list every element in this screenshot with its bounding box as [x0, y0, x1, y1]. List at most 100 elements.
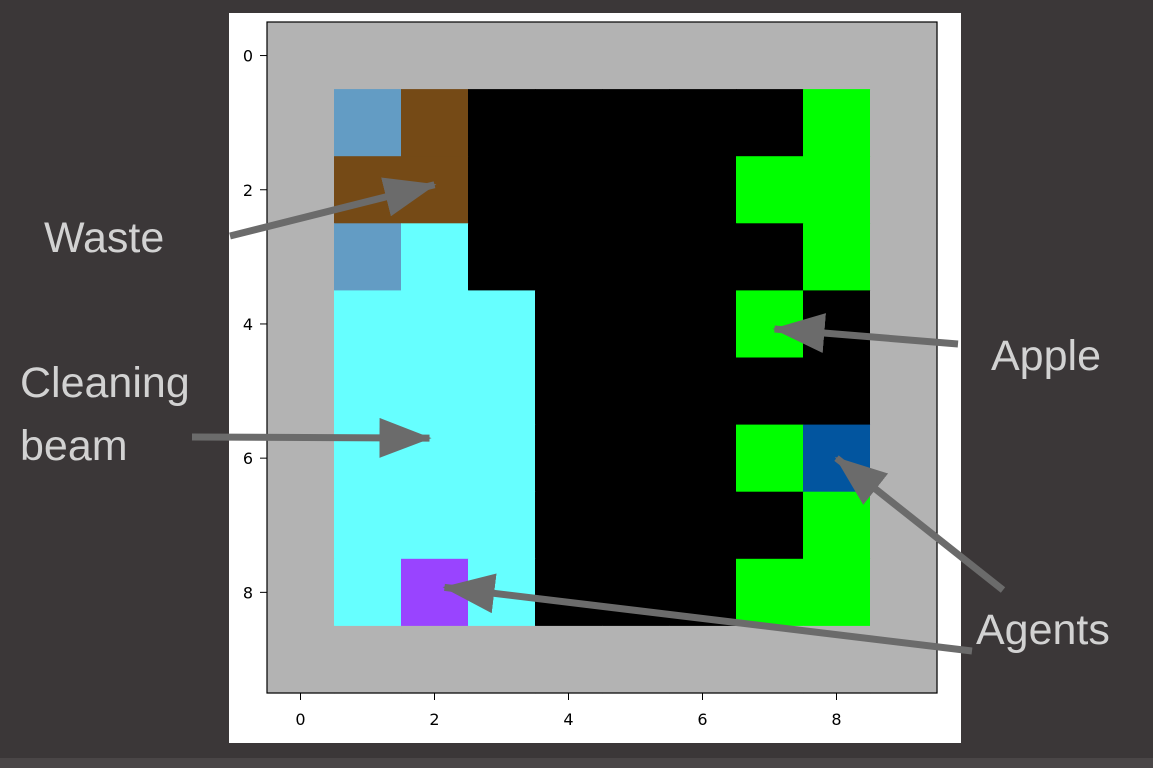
y-tick-label: 0 [243, 47, 253, 66]
cell-r2-c7 [736, 156, 804, 224]
cell-r2-c4 [535, 156, 603, 224]
cell-r2-c8 [803, 156, 871, 224]
cell-r6-c4 [535, 424, 603, 493]
y-tick-label: 8 [243, 583, 253, 602]
x-axis: 0 2 4 6 8 [295, 693, 842, 729]
cell-r7-c3 [468, 491, 536, 560]
cell-r5-c5 [602, 357, 670, 426]
cell-r5-c6 [669, 357, 737, 426]
cell-r8-c7 [736, 558, 804, 627]
cell-r9-c3 [468, 625, 536, 694]
cell-r1-c5 [602, 89, 670, 157]
cell-r9-c6 [669, 625, 737, 694]
x-tick-label: 6 [697, 710, 707, 729]
x-tick-label: 2 [429, 710, 439, 729]
x-tick-label: 4 [563, 710, 573, 729]
cell-r9-c9 [870, 625, 938, 694]
cleaning-beam-arrow [191, 417, 432, 458]
cell-r0-c3 [468, 22, 536, 90]
cell-r3-c2 [401, 223, 469, 291]
cell-r0-c0 [267, 22, 335, 90]
axes-frame [266, 21, 938, 694]
cell-r2-c5 [602, 156, 670, 224]
cell-r8-c1 [334, 558, 402, 627]
heatmap-cells [267, 22, 938, 694]
cell-r7-c1 [334, 491, 402, 560]
cell-r5-c9 [870, 357, 938, 426]
cell-r8-c8 [803, 558, 871, 627]
cell-r4-c1 [334, 290, 402, 359]
cell-r1-c7 [736, 89, 804, 157]
cell-r2-c6 [669, 156, 737, 224]
cell-r3-c4 [535, 223, 603, 291]
callout-apple: Apple [991, 332, 1101, 380]
cell-r4-c3 [468, 290, 536, 359]
callout-agents: Agents [976, 606, 1110, 654]
cell-r7-c2 [401, 491, 469, 560]
cell-r3-c6 [669, 223, 737, 291]
cell-r5-c4 [535, 357, 603, 426]
y-axis: 0 2 4 6 8 [243, 47, 267, 602]
cell-r8-c2 [401, 558, 469, 627]
cell-r1-c0 [267, 89, 335, 157]
cell-r1-c2 [401, 89, 469, 157]
cell-r7-c7 [736, 491, 804, 560]
cell-r5-c0 [267, 357, 335, 426]
cell-r3-c8 [803, 223, 871, 291]
cell-r7-c8 [803, 491, 871, 560]
cell-r5-c1 [334, 357, 402, 426]
cell-r4-c5 [602, 290, 670, 359]
cell-r0-c8 [803, 22, 871, 90]
callout-cleaning-beam-line1: Cleaning [20, 359, 190, 407]
callout-cleaning-beam-line2: beam [20, 422, 128, 470]
agents-arrow-2 [442, 573, 973, 655]
cell-r3-c5 [602, 223, 670, 291]
cell-r6-c7 [736, 424, 804, 493]
cell-r0-c7 [736, 22, 804, 90]
cell-r3-c1 [334, 223, 402, 291]
cell-r0-c4 [535, 22, 603, 90]
cell-r8-c0 [267, 558, 335, 627]
cell-r7-c9 [870, 491, 938, 560]
cell-r2-c1 [334, 156, 402, 224]
cell-r4-c2 [401, 290, 469, 359]
cell-r9-c7 [736, 625, 804, 694]
callout-arrows [191, 177, 1006, 655]
x-tick-label: 0 [295, 710, 305, 729]
cell-r0-c2 [401, 22, 469, 90]
cell-r4-c7 [736, 290, 804, 359]
cell-r0-c5 [602, 22, 670, 90]
cell-r6-c6 [669, 424, 737, 493]
callout-waste: Waste [44, 214, 164, 262]
waste-arrow [229, 177, 437, 240]
cell-r2-c9 [870, 156, 938, 224]
cell-r4-c6 [669, 290, 737, 359]
cell-r2-c3 [468, 156, 536, 224]
cell-r1-c3 [468, 89, 536, 157]
cell-r5-c2 [401, 357, 469, 426]
cell-r1-c9 [870, 89, 938, 157]
cell-r5-c7 [736, 357, 804, 426]
bottom-strip [0, 758, 1153, 768]
cell-r9-c0 [267, 625, 335, 694]
cell-r0-c9 [870, 22, 938, 90]
cell-r7-c5 [602, 491, 670, 560]
y-tick-label: 6 [243, 449, 253, 468]
cell-r3-c3 [468, 223, 536, 291]
y-tick-label: 2 [243, 181, 253, 200]
cell-r4-c4 [535, 290, 603, 359]
agents-arrow-1 [834, 455, 1006, 593]
cell-r3-c0 [267, 223, 335, 291]
cell-r4-c9 [870, 290, 938, 359]
cell-r7-c0 [267, 491, 335, 560]
cell-r6-c3 [468, 424, 536, 493]
y-tick-label: 4 [243, 315, 253, 334]
cell-r9-c2 [401, 625, 469, 694]
cell-r1-c8 [803, 89, 871, 157]
cell-r5-c3 [468, 357, 536, 426]
cell-r5-c8 [803, 357, 871, 426]
cell-r9-c1 [334, 625, 402, 694]
cell-r7-c6 [669, 491, 737, 560]
cell-r7-c4 [535, 491, 603, 560]
